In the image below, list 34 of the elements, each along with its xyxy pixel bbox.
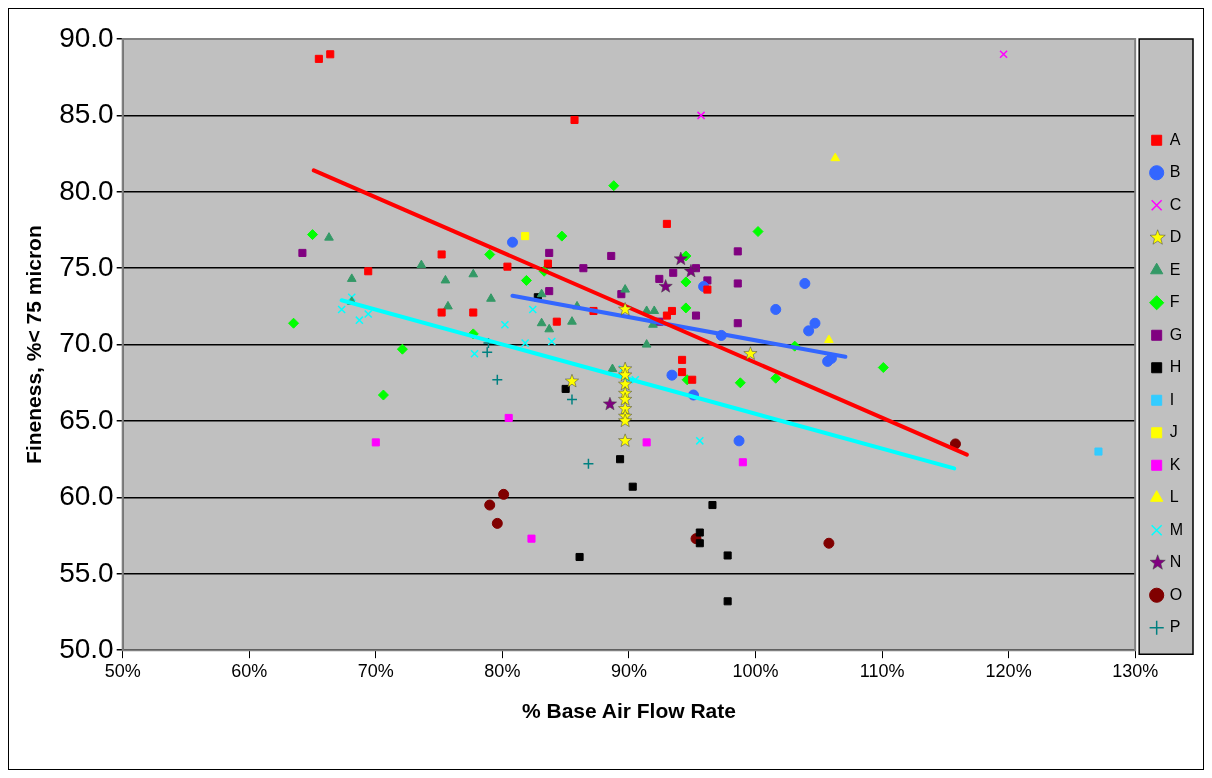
x-tick-label: 80%	[484, 660, 521, 681]
y-tick-label: 75.0	[59, 250, 114, 282]
legend-label: L	[1169, 488, 1179, 506]
legend-label: I	[1169, 390, 1175, 408]
x-axis-title: % Base Air Flow Rate	[521, 699, 736, 723]
legend-label: E	[1169, 260, 1181, 278]
legend-label: M	[1169, 520, 1183, 538]
x-tick-label: 120%	[985, 660, 1032, 681]
legend-label: C	[1169, 195, 1182, 213]
legend-label: K	[1169, 455, 1181, 473]
legend-label: G	[1169, 325, 1183, 343]
y-tick-label: 80.0	[59, 174, 114, 206]
y-tick-label: 60.0	[59, 480, 114, 512]
y-tick-label: 55.0	[59, 556, 114, 588]
legend-label: D	[1169, 228, 1182, 246]
y-tick-label: 70.0	[59, 327, 114, 359]
x-tick-label: 110%	[859, 660, 905, 681]
x-tick-label: 60%	[231, 660, 268, 681]
y-axis-title: Fineness, %< 75 micron	[22, 225, 46, 464]
x-tick-label: 90%	[610, 660, 647, 681]
x-tick-label: 70%	[357, 660, 394, 681]
legend-label: O	[1169, 585, 1183, 603]
legend-label: H	[1169, 358, 1182, 376]
x-tick-label: 130%	[1112, 660, 1159, 681]
legend-label: B	[1169, 163, 1181, 181]
y-tick-label: 85.0	[59, 98, 114, 130]
y-tick-label: 65.0	[59, 403, 114, 435]
legend-label: N	[1169, 553, 1182, 571]
x-tick-label: 100%	[732, 660, 779, 681]
legend-label: J	[1169, 423, 1178, 441]
legend-label: P	[1169, 618, 1181, 636]
y-tick-label: 90.0	[59, 21, 114, 53]
legend-label: F	[1169, 293, 1180, 311]
legend-label: A	[1169, 130, 1181, 148]
